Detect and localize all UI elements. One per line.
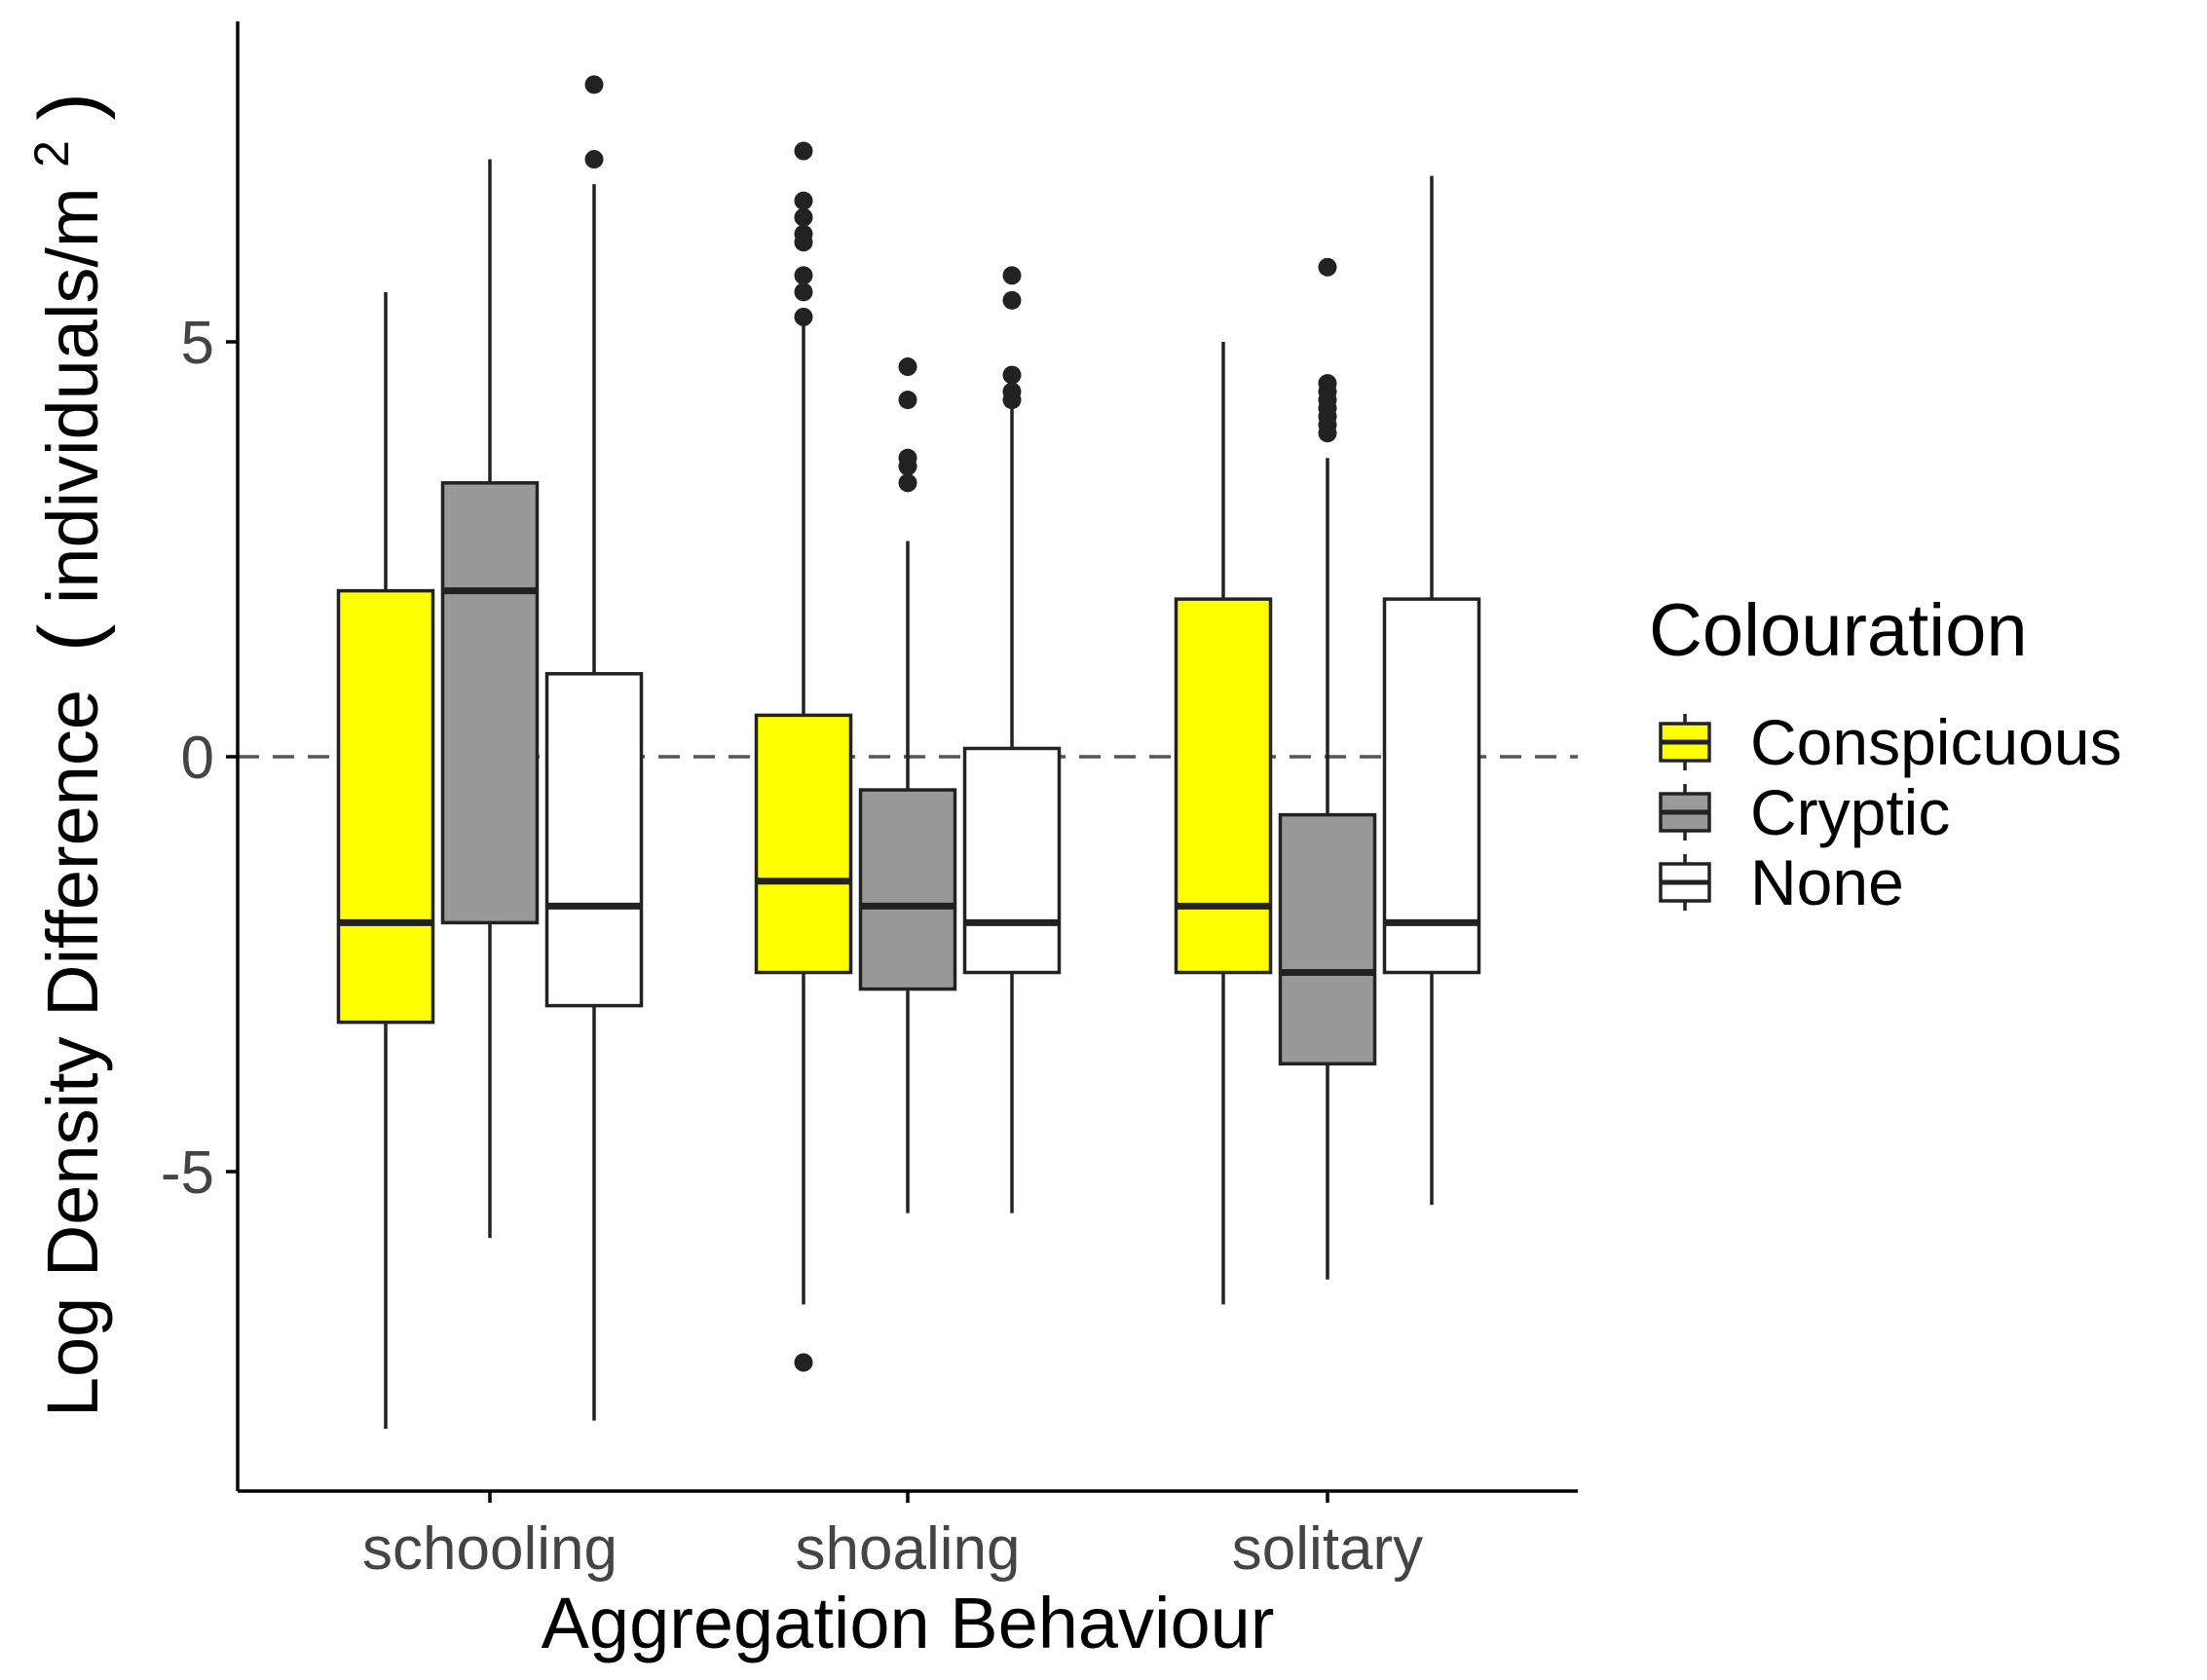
- outlier-point: [898, 391, 917, 410]
- outlier-point: [794, 266, 813, 285]
- outlier-point: [794, 1353, 813, 1372]
- box-schooling-none: [544, 75, 644, 1421]
- box-body: [544, 672, 644, 1008]
- outlier-point: [794, 307, 813, 326]
- x-tick-label-solitary: solitary: [1232, 1515, 1423, 1583]
- outlier-point: [584, 150, 604, 169]
- x-tick-label-shoaling: shoaling: [796, 1515, 1021, 1583]
- axes: 5 0 -5 schooling shoaling solitary Aggregati…: [3, 21, 1578, 1663]
- y-axis-title: Log Density Difference ( individuals/m 2…: [3, 93, 116, 1417]
- y-axis-title-units: individuals/m: [32, 187, 113, 604]
- outlier-point: [898, 473, 917, 493]
- outlier-point: [898, 357, 917, 377]
- x-axis-title: Aggregation Behaviour: [542, 1583, 1275, 1663]
- box-solitary-conspicuous: [1174, 342, 1273, 1305]
- legend-title: Colouration: [1649, 589, 2028, 672]
- box-body: [336, 588, 435, 1025]
- outlier-point: [794, 141, 813, 161]
- box-body: [1382, 597, 1481, 975]
- outlier-point: [1318, 374, 1337, 393]
- outlier-point: [1002, 365, 1022, 385]
- box-schooling-conspicuous: [336, 291, 435, 1430]
- outlier-point: [1002, 290, 1022, 310]
- legend-label: None: [1750, 846, 1904, 918]
- box-body: [1174, 597, 1273, 975]
- y-axis-title-open-paren: (: [22, 623, 116, 652]
- box-shoaling-cryptic: [858, 357, 957, 1213]
- y-axis-title-close-paren: ): [22, 93, 116, 121]
- box-shoaling-none: [962, 266, 1062, 1213]
- x-tick-label-schooling: schooling: [362, 1515, 617, 1583]
- outlier-point: [794, 191, 813, 210]
- box-solitary-cryptic: [1278, 257, 1377, 1280]
- outlier-point: [1002, 382, 1022, 401]
- legend-entry-conspicuous: Conspicuous: [1659, 706, 2122, 778]
- outlier-point: [1002, 266, 1022, 285]
- box-body: [754, 713, 853, 975]
- legend-entry-cryptic: Cryptic: [1659, 776, 1950, 848]
- box-body: [440, 481, 540, 925]
- outlier-point: [584, 75, 604, 94]
- legend-label: Cryptic: [1750, 776, 1950, 848]
- outlier-point: [794, 282, 813, 302]
- outlier-point: [794, 224, 813, 243]
- box-solitary-none: [1382, 175, 1481, 1206]
- y-tick-label: -5: [161, 1139, 214, 1207]
- y-axis-title-superscript: 2: [24, 140, 79, 168]
- y-tick-label: 5: [181, 310, 214, 377]
- box-body: [1278, 812, 1377, 1065]
- box-shoaling-conspicuous: [754, 141, 853, 1372]
- box-body: [858, 788, 957, 991]
- plot-area: [238, 75, 1578, 1430]
- legend-entry-none: None: [1659, 846, 1904, 918]
- x-ticks: schooling shoaling solitary: [362, 1491, 1423, 1583]
- y-tick-label: 0: [181, 725, 214, 792]
- outlier-point: [898, 448, 917, 467]
- box-schooling-cryptic: [440, 159, 540, 1239]
- outlier-point: [794, 207, 813, 227]
- legend-label: Conspicuous: [1750, 706, 2122, 778]
- outlier-point: [1318, 257, 1337, 277]
- box-body: [962, 746, 1062, 975]
- y-ticks: 5 0 -5: [161, 310, 238, 1207]
- y-axis-title-main: Log Density Difference: [32, 690, 113, 1417]
